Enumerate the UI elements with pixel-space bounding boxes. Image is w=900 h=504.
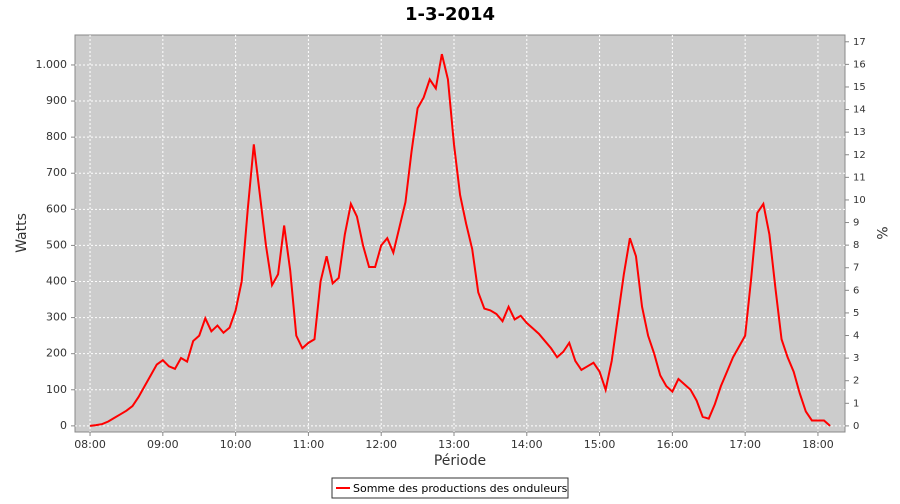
y2-tick-label: 11 — [853, 172, 866, 183]
y-tick-label: 900 — [46, 94, 67, 107]
y2-tick-label: 3 — [853, 353, 859, 364]
y2-tick-label: 15 — [853, 82, 866, 93]
y-tick-label: 0 — [60, 419, 67, 432]
y2-tick-label: 2 — [853, 376, 859, 387]
x-tick-label: 11:00 — [293, 438, 325, 451]
x-tick-label: 13:00 — [438, 438, 470, 451]
x-tick-label: 16:00 — [657, 438, 689, 451]
y-tick-label: 400 — [46, 275, 67, 288]
y2-tick-label: 16 — [853, 59, 866, 70]
y2-axis-label: % — [873, 226, 889, 239]
x-tick-label: 08:00 — [74, 438, 106, 451]
x-tick-label: 14:00 — [511, 438, 543, 451]
y2-tick-label: 10 — [853, 195, 866, 206]
x-tick-label: 18:00 — [802, 438, 834, 451]
y-tick-label: 600 — [46, 202, 67, 215]
x-tick-label: 15:00 — [584, 438, 616, 451]
x-tick-label: 12:00 — [365, 438, 397, 451]
x-tick-label: 17:00 — [729, 438, 761, 451]
y2-tick-label: 7 — [853, 263, 859, 274]
legend-label: Somme des productions des onduleurs — [353, 482, 568, 495]
y2-tick-label: 14 — [853, 105, 866, 116]
y2-tick-label: 8 — [853, 240, 859, 251]
x-axis-label: Période — [434, 453, 486, 469]
y-axis-label: Watts — [14, 213, 30, 253]
x-tick-label: 10:00 — [220, 438, 252, 451]
y2-tick-label: 13 — [853, 127, 866, 138]
y-tick-label: 100 — [46, 383, 67, 396]
chart-title: 1-3-2014 — [405, 4, 495, 25]
y2-tick-label: 9 — [853, 218, 859, 229]
y2-tick-label: 1 — [853, 398, 859, 409]
plot-area — [74, 34, 846, 433]
y-tick-label: 1.000 — [36, 58, 68, 71]
y2-tick-label: 0 — [853, 421, 859, 432]
y2-tick-label: 5 — [853, 308, 859, 319]
y-tick-label: 200 — [46, 347, 67, 360]
y2-tick-label: 17 — [853, 37, 866, 48]
y-tick-label: 700 — [46, 166, 67, 179]
y-tick-label: 800 — [46, 130, 67, 143]
x-tick-label: 09:00 — [147, 438, 179, 451]
legend-box — [331, 477, 569, 499]
y2-tick-label: 6 — [853, 285, 859, 296]
y2-tick-label: 12 — [853, 150, 866, 161]
y-tick-label: 300 — [46, 311, 67, 324]
series-line — [89, 53, 831, 427]
y-tick-label: 500 — [46, 238, 67, 251]
y2-tick-label: 4 — [853, 331, 859, 342]
